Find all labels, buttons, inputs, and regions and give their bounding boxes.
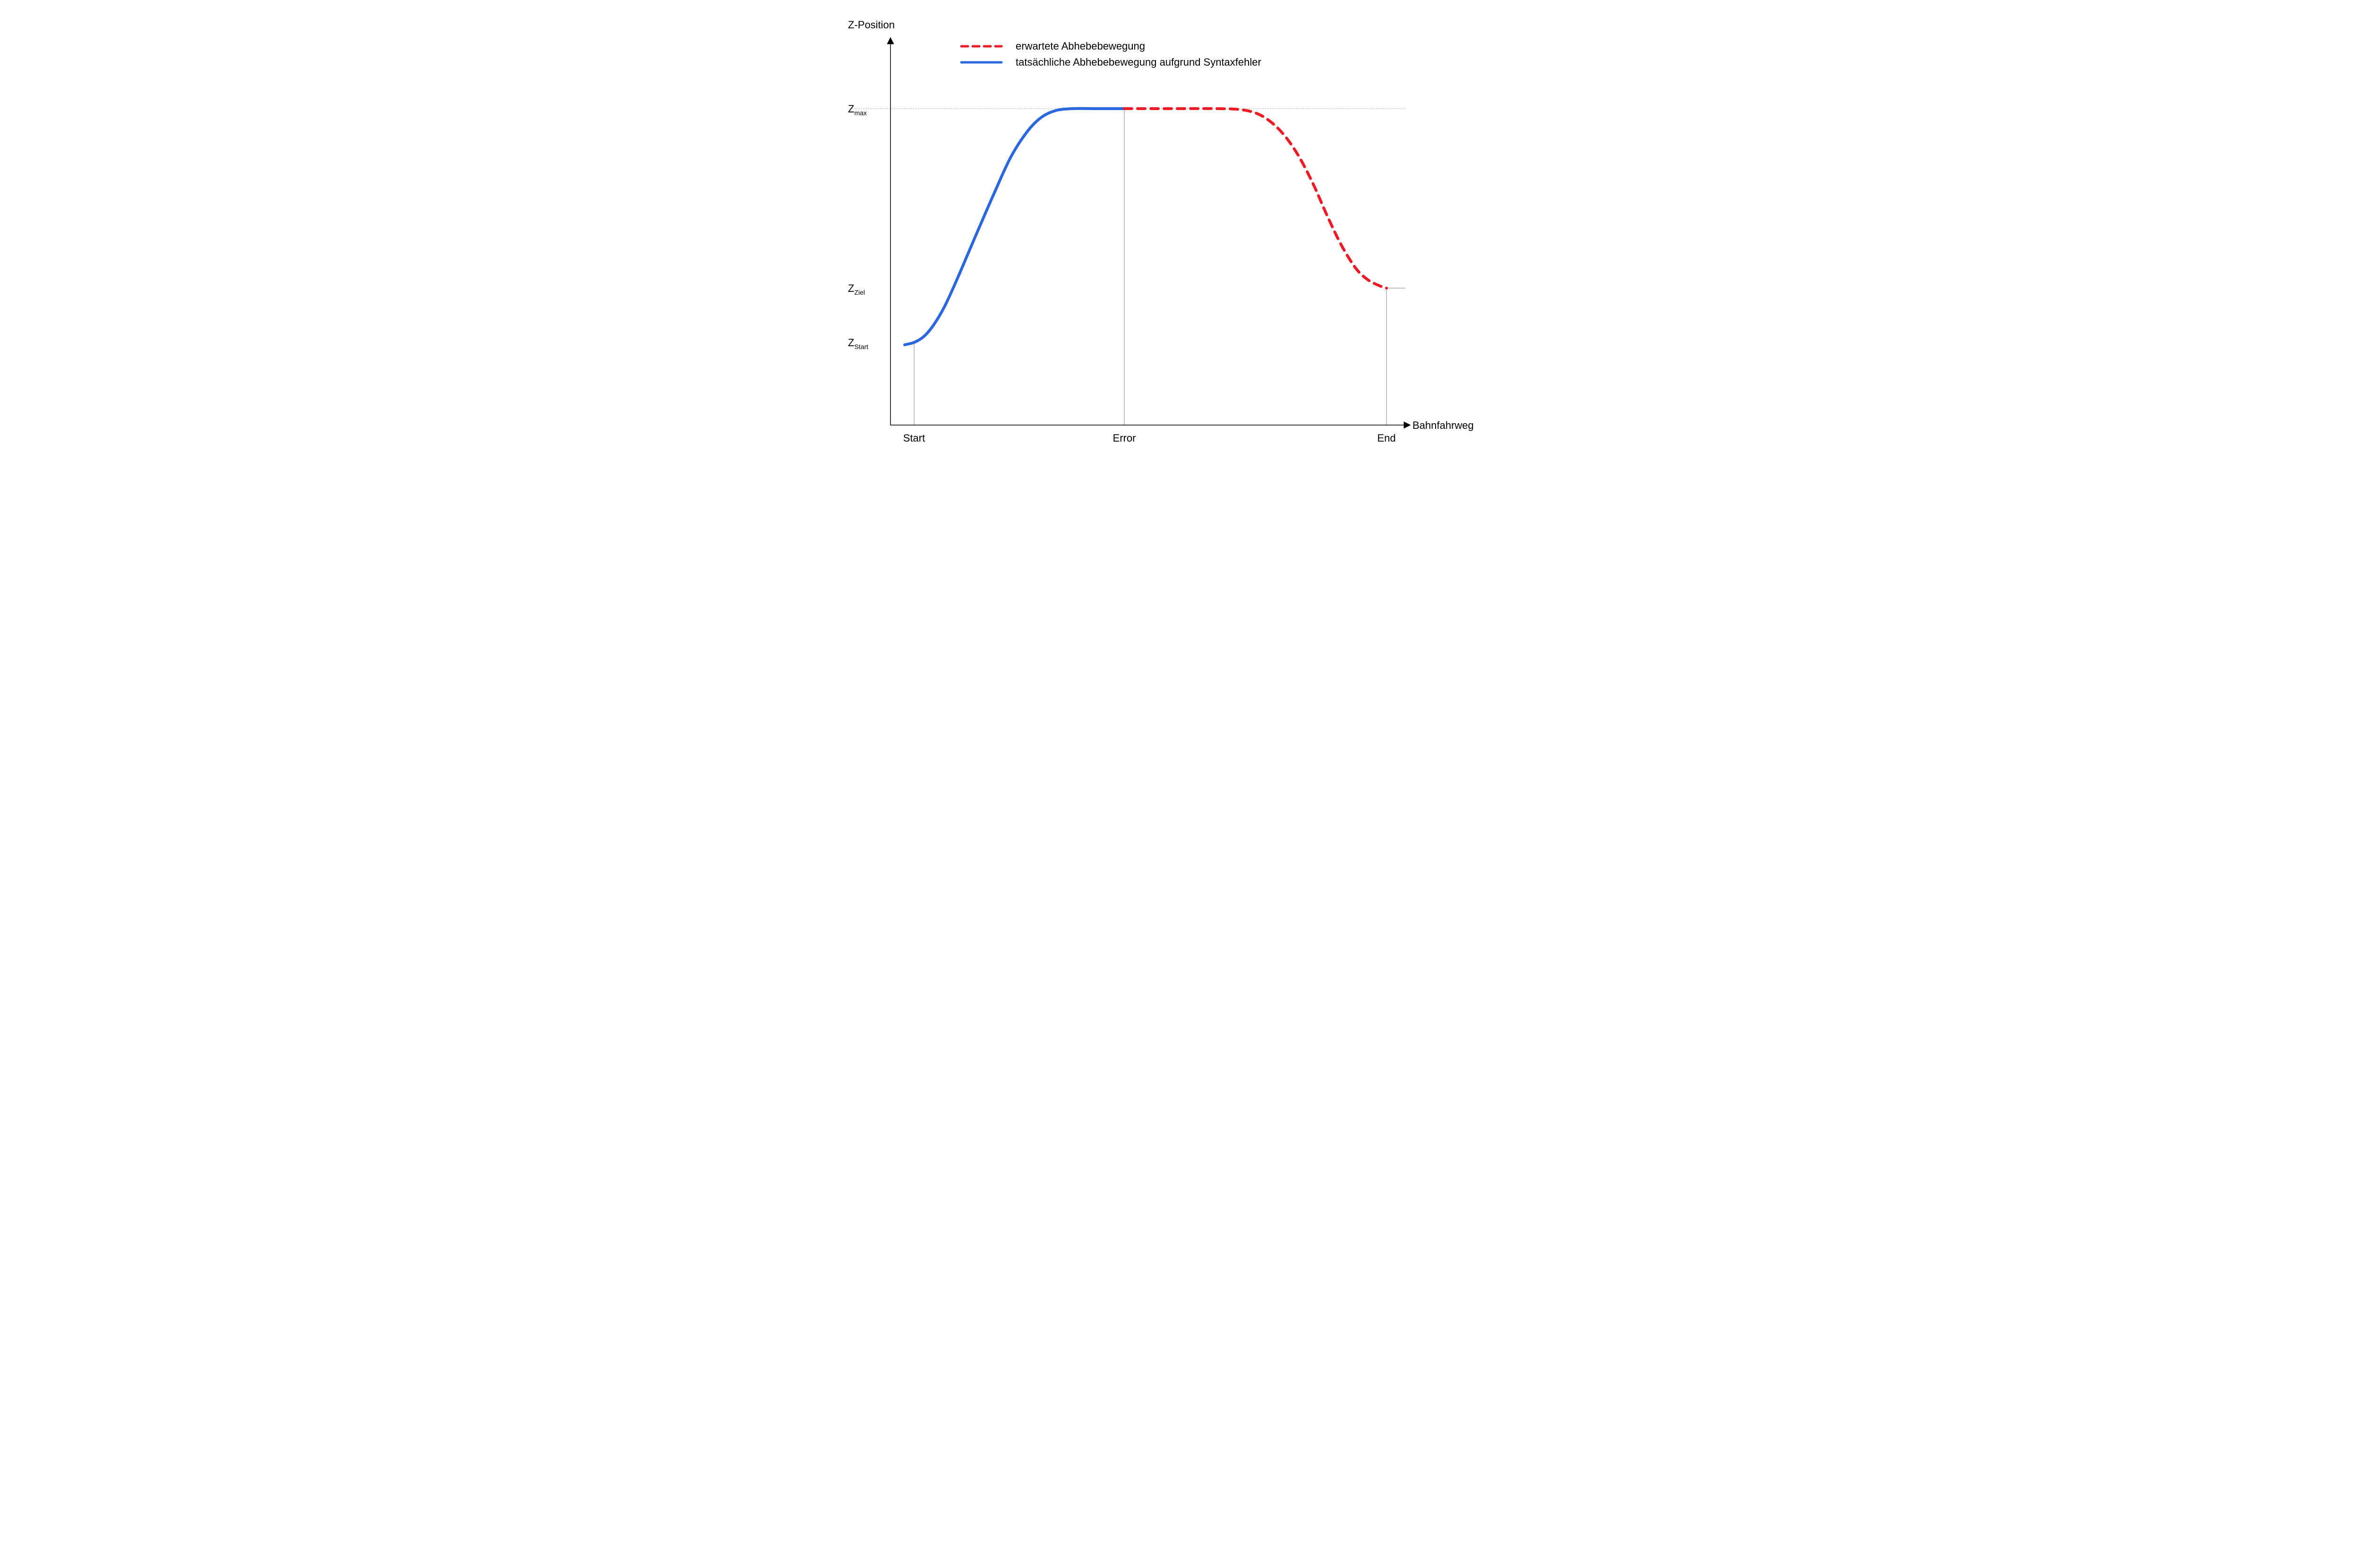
y-tick-label: ZStart — [848, 337, 868, 350]
x-tick-label: Error — [1113, 432, 1136, 444]
y-tick: ZZiel — [848, 282, 865, 296]
legend-label: erwartete Abhebebewegung — [1016, 40, 1145, 52]
x-tick-label: Start — [903, 432, 925, 444]
series-actual — [905, 109, 1124, 345]
y-tick-label: ZZiel — [848, 282, 865, 296]
y-axis-label: Z-Position — [848, 19, 895, 31]
y-tick: Zmax — [848, 103, 867, 117]
series-expected — [1124, 109, 1386, 288]
chart-svg: Z-Position Bahnfahrweg Start Error End Zmax ZZ… — [839, 9, 1523, 458]
x-tick-label: End — [1377, 432, 1395, 444]
y-tick: ZStart — [848, 337, 868, 350]
x-axis-label: Bahnfahrweg — [1412, 419, 1474, 431]
z-position-chart: Z-Position Bahnfahrweg Start Error End Zmax ZZ… — [839, 9, 1523, 458]
y-tick-label: Zmax — [848, 103, 867, 117]
legend-label: tatsächliche Abhebebewegung aufgrund Syn… — [1016, 56, 1261, 68]
